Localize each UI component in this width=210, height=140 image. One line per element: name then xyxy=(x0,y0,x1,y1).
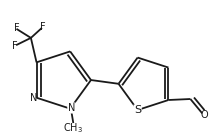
Text: CH$_3$: CH$_3$ xyxy=(63,121,83,135)
Text: F: F xyxy=(14,23,19,33)
Text: N: N xyxy=(68,103,75,113)
Text: F: F xyxy=(40,22,46,32)
Text: F: F xyxy=(12,41,18,51)
Text: S: S xyxy=(134,105,141,115)
Text: N: N xyxy=(30,93,37,103)
Text: O: O xyxy=(201,110,208,120)
